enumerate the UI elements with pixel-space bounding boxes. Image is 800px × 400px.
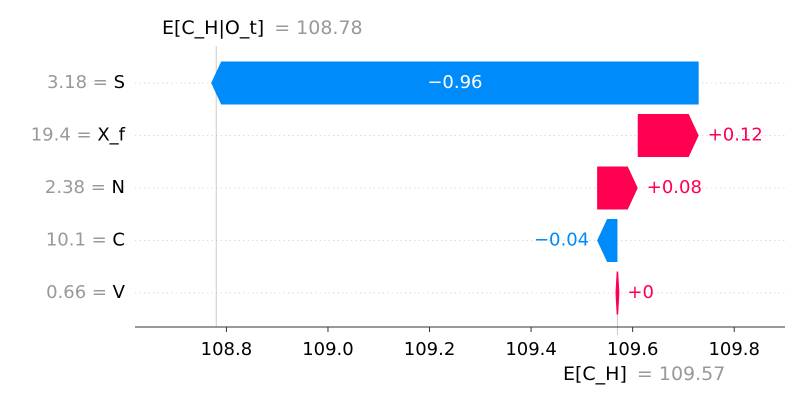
x-tick-label: 109.0 <box>302 339 354 360</box>
bar-c <box>597 219 618 262</box>
x-tick-label: 109.8 <box>708 339 760 360</box>
bar-label-n: +0.08 <box>647 177 702 198</box>
bar-label-c: −0.04 <box>534 230 589 251</box>
bottom-annotation-label: E[C_H] <box>563 363 627 385</box>
bar-label-v: +0 <box>627 282 654 303</box>
feature-label-s: 3.18 = S <box>47 72 125 93</box>
bar-s <box>211 61 699 105</box>
feature-name: V <box>113 282 126 303</box>
feature-value: 3.18 = <box>47 72 114 93</box>
x-tick-label: 108.8 <box>201 339 253 360</box>
bar-v <box>615 271 620 315</box>
top-annotation-value: = 108.78 <box>274 17 362 39</box>
feature-name: S <box>114 72 125 93</box>
feature-label-x_f: 19.4 = X_f <box>31 125 126 146</box>
feature-label-c: 10.1 = C <box>46 230 125 251</box>
feature-value: 19.4 = <box>31 125 98 146</box>
bar-n <box>597 166 638 210</box>
top-annotation: E[C_H|O_t] = 108.78 <box>162 17 363 39</box>
feature-name: N <box>112 177 125 198</box>
feature-value: 2.38 = <box>45 177 112 198</box>
top-annotation-label: E[C_H|O_t] <box>162 17 264 39</box>
feature-value: 0.66 = <box>46 282 113 303</box>
feature-name: X_f <box>97 125 125 146</box>
x-axis: 108.8 109.0 109.2 109.4 109.6 109.8 <box>135 326 785 360</box>
x-tick-label: 109.4 <box>505 339 557 360</box>
bar-x_f <box>637 114 699 157</box>
bar-label-x_f: +0.12 <box>708 125 763 146</box>
bottom-annotation-value: = 109.57 <box>637 363 725 385</box>
feature-labels: 3.18 = S 19.4 = X_f 2.38 = N 10.1 = C 0.66 =… <box>31 72 126 303</box>
x-tick-label: 109.2 <box>404 339 456 360</box>
bar-label-s: −0.96 <box>427 72 482 93</box>
feature-name: C <box>112 230 125 251</box>
bars: −0.96 +0.12 +0.08 −0.04 +0 <box>211 61 763 315</box>
x-tick-label: 109.6 <box>607 339 659 360</box>
feature-label-v: 0.66 = V <box>46 282 126 303</box>
feature-value: 10.1 = <box>46 230 113 251</box>
bottom-annotation: E[C_H] = 109.57 <box>563 363 725 385</box>
feature-label-n: 2.38 = N <box>45 177 125 198</box>
